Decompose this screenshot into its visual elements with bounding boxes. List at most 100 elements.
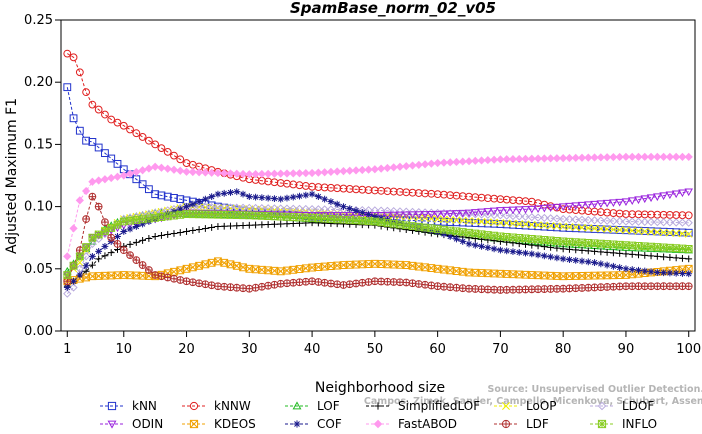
data-point	[157, 191, 166, 200]
data-point	[496, 207, 505, 215]
data-point	[646, 194, 656, 203]
data-point	[484, 218, 492, 226]
data-point	[144, 136, 153, 145]
x-tick-label: 10	[115, 342, 132, 357]
data-point	[615, 282, 624, 291]
data-point	[157, 272, 166, 281]
data-point	[352, 207, 360, 214]
data-point	[679, 254, 686, 262]
data-point	[628, 266, 636, 273]
data-point	[515, 220, 523, 228]
data-point	[277, 220, 285, 228]
data-point	[170, 267, 178, 276]
data-point	[144, 214, 153, 223]
data-point	[628, 226, 636, 235]
data-point	[540, 222, 549, 231]
data-point	[220, 169, 229, 178]
data-point	[559, 153, 568, 163]
data-point	[471, 217, 480, 226]
data-point	[402, 278, 411, 287]
data-point	[283, 194, 291, 202]
data-point	[132, 256, 141, 264]
data-point	[553, 223, 561, 232]
data-point	[672, 218, 681, 227]
legend-label: LoOP	[526, 399, 557, 413]
data-point	[684, 282, 693, 291]
data-point	[446, 158, 455, 167]
data-point	[609, 262, 617, 270]
data-point	[527, 205, 537, 214]
data-point	[144, 164, 153, 173]
data-point	[490, 155, 499, 164]
data-point	[239, 222, 247, 229]
legend-item-fastabod: FastABOD	[366, 417, 457, 431]
data-point	[590, 153, 599, 162]
data-point	[635, 266, 642, 274]
x-tick-label: 70	[492, 342, 509, 357]
data-point	[635, 251, 642, 259]
data-point	[646, 217, 656, 227]
data-point	[358, 165, 367, 175]
data-point	[533, 213, 543, 222]
data-point	[546, 154, 555, 163]
data-point	[208, 224, 216, 231]
data-point	[314, 278, 323, 286]
data-point	[596, 153, 605, 162]
data-point	[308, 277, 316, 286]
data-point	[647, 227, 655, 236]
legend-item-lof: LOF	[285, 399, 340, 413]
data-point	[157, 213, 166, 221]
data-point	[126, 225, 134, 233]
data-point	[571, 215, 580, 224]
x-tick-label: 80	[555, 342, 572, 357]
data-point	[339, 212, 348, 220]
data-point	[389, 206, 398, 216]
data-point	[327, 198, 335, 206]
data-point	[591, 259, 598, 266]
data-point	[289, 193, 297, 201]
data-point	[483, 285, 492, 294]
data-point	[577, 153, 587, 162]
data-point	[389, 163, 398, 172]
data-point	[82, 252, 91, 261]
data-point	[459, 238, 467, 245]
data-point	[345, 185, 354, 193]
data-point	[138, 166, 147, 175]
data-point	[565, 215, 574, 224]
data-point	[490, 218, 498, 227]
data-point	[164, 231, 172, 238]
legend-label: LDF	[526, 417, 549, 431]
data-point	[439, 210, 449, 219]
data-point	[464, 209, 474, 218]
data-point	[352, 279, 360, 288]
x-axis: 1 10 20 30 40 50 60 70 80 90 100	[63, 331, 701, 357]
data-point	[665, 191, 675, 200]
data-point	[679, 270, 686, 277]
data-point	[94, 230, 103, 239]
data-point	[465, 284, 473, 293]
data-point	[514, 206, 524, 215]
data-point	[113, 220, 122, 229]
data-point	[289, 265, 298, 274]
data-point	[484, 244, 492, 252]
data-point	[408, 207, 417, 216]
data-point	[82, 215, 91, 223]
y-tick-label: 0.05	[24, 262, 53, 277]
data-point	[546, 222, 555, 230]
data-point	[471, 241, 479, 249]
data-point	[402, 162, 411, 171]
data-point	[527, 213, 536, 222]
data-point	[107, 154, 116, 163]
data-point	[189, 200, 197, 208]
data-point	[126, 216, 134, 225]
data-point	[170, 211, 178, 220]
data-point	[653, 218, 662, 227]
data-point	[271, 195, 278, 203]
data-point	[295, 278, 304, 287]
data-point	[621, 198, 631, 207]
data-point	[170, 274, 178, 283]
data-point	[69, 53, 78, 62]
data-point	[427, 281, 436, 290]
data-point	[176, 210, 185, 219]
data-point	[571, 153, 580, 162]
